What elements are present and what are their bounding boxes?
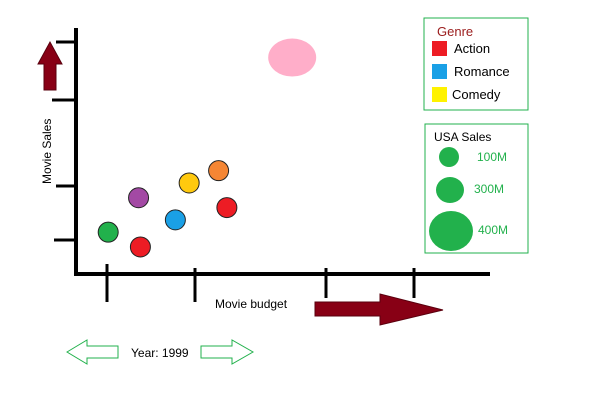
genre-legend-box	[423, 17, 529, 111]
y-axis-up-arrow-icon	[37, 40, 63, 91]
genre-swatch-romance	[432, 64, 447, 79]
y-axis-label: Movie Sales	[40, 119, 54, 184]
data-points	[97, 38, 317, 258]
x-axis-label: Movie budget	[215, 297, 288, 311]
size-legend-marker-400m	[429, 211, 473, 251]
size-legend-label-100m: 100M	[477, 150, 507, 164]
size-legend-label-400m: 400M	[478, 223, 508, 237]
data-point-2	[129, 236, 151, 258]
year-control: Year: 1999	[66, 339, 255, 365]
x-axis-right-arrow-icon	[314, 293, 444, 326]
size-legend-title: USA Sales	[434, 130, 491, 144]
data-point-8	[268, 38, 317, 77]
genre-legend-title: Genre	[437, 24, 473, 39]
size-legend-marker-300m	[436, 177, 464, 203]
data-point-3	[128, 187, 150, 209]
size-legend-label-300m: 300M	[474, 182, 504, 196]
genre-label-action: Action	[454, 41, 490, 56]
previous-year-arrow-icon[interactable]	[66, 339, 119, 365]
genre-swatch-comedy	[432, 87, 447, 102]
data-point-7	[216, 197, 238, 219]
size-legend-marker-100m	[439, 147, 459, 167]
genre-label-romance: Romance	[454, 64, 510, 79]
genre-label-comedy: Comedy	[452, 87, 501, 102]
year-label: Year: 1999	[131, 346, 189, 360]
genre-swatch-action	[432, 41, 447, 56]
data-point-4	[164, 209, 186, 231]
size-legend: USA Sales 100M 300M 400M	[424, 123, 529, 254]
next-year-arrow-icon[interactable]	[200, 339, 255, 365]
data-point-5	[178, 172, 200, 194]
data-point-6	[208, 160, 230, 182]
genre-legend: Genre Action Romance Comedy	[423, 17, 529, 111]
data-point-1	[97, 221, 119, 243]
